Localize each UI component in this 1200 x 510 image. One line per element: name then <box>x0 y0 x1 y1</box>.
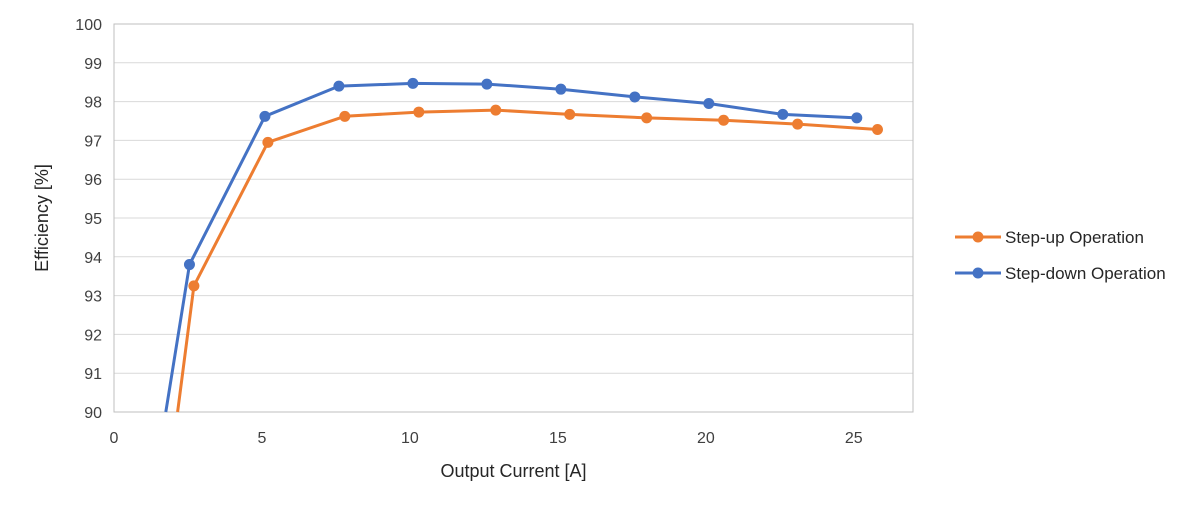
data-point <box>183 259 195 271</box>
data-point <box>871 124 883 136</box>
series-step-up <box>176 104 883 413</box>
y-tick-label: 95 <box>84 211 102 228</box>
y-tick-label: 96 <box>84 172 102 189</box>
x-tick-label: 15 <box>549 430 567 447</box>
data-point <box>564 108 576 120</box>
legend-item: Step-up Operation <box>955 228 1144 247</box>
y-tick-label: 92 <box>84 327 102 344</box>
data-point <box>851 112 863 124</box>
data-point <box>481 78 493 90</box>
data-point <box>407 77 419 89</box>
y-tick-label: 100 <box>75 17 102 34</box>
legend-item: Step-down Operation <box>955 264 1166 283</box>
data-point <box>792 118 804 130</box>
legend-label: Step-down Operation <box>1005 264 1166 283</box>
data-point <box>490 104 502 116</box>
grid-layer <box>114 23 913 413</box>
x-tick-label: 25 <box>845 430 863 447</box>
data-point <box>555 83 567 95</box>
y-tick-label: 90 <box>84 405 102 422</box>
x-tick-label: 0 <box>110 430 119 447</box>
data-point <box>413 106 425 118</box>
legend-marker <box>972 231 984 243</box>
data-point <box>629 91 641 103</box>
data-point <box>777 108 789 120</box>
y-tick-label: 94 <box>84 250 102 267</box>
series-step-down <box>164 77 863 413</box>
x-tick-label: 5 <box>258 430 267 447</box>
data-point <box>703 98 715 110</box>
data-point <box>262 136 274 148</box>
x-axis-title: Output Current [A] <box>440 461 586 481</box>
legend-label: Step-up Operation <box>1005 228 1144 247</box>
plot-area-border <box>113 23 914 413</box>
series-line <box>176 108 878 413</box>
y-tick-label: 97 <box>84 133 102 150</box>
y-tick-label: 99 <box>84 56 102 73</box>
series-layer <box>164 77 883 413</box>
data-point <box>188 280 200 292</box>
x-tick-label: 20 <box>697 430 715 447</box>
series-line <box>164 81 857 413</box>
x-tick-label: 10 <box>401 430 419 447</box>
y-tick-label: 93 <box>84 289 102 306</box>
data-point <box>333 80 345 92</box>
data-point <box>339 110 351 122</box>
legend: Step-up Operation Step-down Operation <box>955 228 1166 283</box>
data-point <box>641 112 653 124</box>
y-axis-title: Efficiency [%] <box>32 164 52 272</box>
tick-labels: 90 91 92 93 94 95 96 97 98 99 100 0 5 10 15 20 25 <box>75 17 863 447</box>
data-point <box>259 110 271 122</box>
legend-marker <box>972 267 984 279</box>
data-point <box>718 114 730 126</box>
y-tick-label: 91 <box>84 366 102 383</box>
y-tick-label: 98 <box>84 95 102 112</box>
